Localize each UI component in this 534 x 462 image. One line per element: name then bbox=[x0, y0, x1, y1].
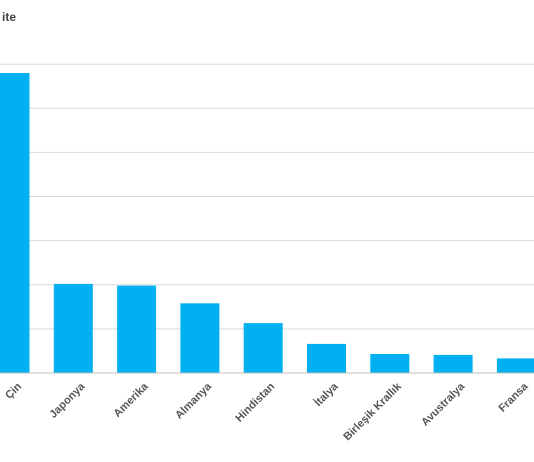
bars bbox=[0, 73, 534, 373]
bar-2 bbox=[117, 285, 157, 373]
bar-4 bbox=[243, 323, 283, 373]
x-tick-label: Amerika bbox=[112, 380, 152, 420]
x-tick-label: Japonya bbox=[47, 380, 88, 421]
x-tick-label: Çin bbox=[3, 380, 24, 401]
bar-8 bbox=[496, 358, 534, 373]
bar-5 bbox=[307, 343, 346, 373]
bar-3 bbox=[180, 303, 220, 373]
x-tick-labels: Çin Japonya Amerika Almanya Hindistan İtalya B… bbox=[3, 379, 531, 443]
bar-6 bbox=[370, 354, 410, 373]
x-tick-label: Almanya bbox=[173, 380, 215, 422]
x-tick-label: Birleşik Krallık bbox=[341, 380, 404, 443]
x-tick-label: Avustralya bbox=[419, 380, 468, 429]
bar-7 bbox=[433, 354, 473, 373]
bar-0 bbox=[0, 73, 30, 373]
x-tick-label: Hindistan bbox=[233, 380, 277, 424]
chart-title: ite bbox=[2, 10, 16, 24]
bar-1 bbox=[53, 283, 93, 373]
x-tick-label: İtalya bbox=[312, 379, 342, 409]
x-tick-label: Fransa bbox=[497, 380, 532, 415]
